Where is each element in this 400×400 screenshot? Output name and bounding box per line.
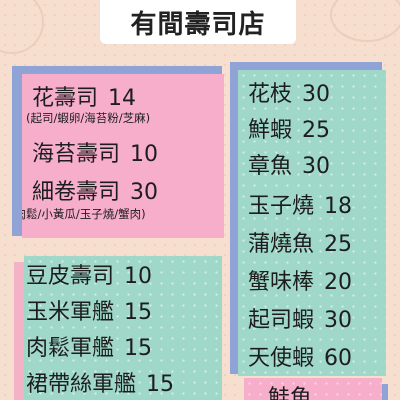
item-note: (肉鬆/小黃瓜/玉子燒/蟹肉) bbox=[22, 207, 146, 221]
decorative-circle bbox=[330, 0, 400, 42]
menu-item: 細卷壽司 30 bbox=[32, 174, 158, 206]
menu-item: 鮮蝦 25 bbox=[248, 112, 330, 144]
menu-item: 玉米軍艦 15 bbox=[26, 294, 152, 326]
menu-item: 天使蝦 60 bbox=[248, 340, 352, 372]
item-price: 15 bbox=[124, 336, 153, 361]
menu-card-c: 花枝 30 鮮蝦 25 章魚 30 玉子燒 18 蒲燒魚 25 蟹味棒 20 起司蝦 30 天… bbox=[238, 70, 386, 376]
item-price: 30 bbox=[302, 82, 331, 107]
item-name: 鮮蝦 bbox=[248, 118, 293, 143]
item-name: 起司蝦 bbox=[248, 308, 315, 333]
menu-item: 起司蝦 30 bbox=[248, 302, 352, 334]
menu-item: 玉子燒 18 bbox=[248, 188, 352, 220]
menu-item: 蒲燒魚 25 bbox=[248, 226, 352, 258]
item-price: 25 bbox=[302, 118, 331, 143]
menu-card-d: 鮭魚 bbox=[244, 378, 382, 400]
item-name: 蒲燒魚 bbox=[248, 232, 315, 257]
menu-item: 鮭魚 bbox=[268, 380, 322, 400]
menu-item: 海苔壽司 10 bbox=[32, 136, 158, 168]
item-price: 10 bbox=[130, 142, 159, 167]
item-price: 14 bbox=[108, 86, 137, 111]
menu-item: 肉鬆軍艦 15 bbox=[26, 330, 152, 362]
menu-item: 章魚 30 bbox=[248, 148, 330, 180]
item-name: 花壽司 bbox=[32, 86, 99, 111]
page-title: 有間壽司店 bbox=[130, 9, 266, 40]
item-price: 15 bbox=[146, 372, 175, 397]
item-name: 鮭魚 bbox=[268, 386, 313, 400]
menu-item: 花枝 30 bbox=[248, 76, 330, 108]
menu-item: 花壽司 14 bbox=[32, 80, 136, 112]
item-price: 30 bbox=[130, 180, 159, 205]
item-note: (起司/蝦卵/海苔粉/芝麻) bbox=[26, 111, 151, 125]
item-price: 30 bbox=[324, 308, 353, 333]
item-name: 豆皮壽司 bbox=[26, 264, 115, 289]
menu-card-b: 豆皮壽司 10 玉米軍艦 15 肉鬆軍艦 15 裙帶絲軍艦 15 bbox=[24, 256, 222, 400]
menu-item: 豆皮壽司 10 bbox=[26, 258, 152, 290]
item-name: 花枝 bbox=[248, 82, 293, 107]
item-name: 玉米軍艦 bbox=[26, 300, 115, 325]
item-price: 18 bbox=[324, 194, 353, 219]
item-name: 細卷壽司 bbox=[32, 180, 121, 205]
item-name: 裙帶絲軍艦 bbox=[26, 372, 137, 397]
item-name: 蟹味棒 bbox=[248, 270, 315, 295]
item-price: 25 bbox=[324, 232, 353, 257]
item-price: 10 bbox=[124, 264, 153, 289]
item-name: 肉鬆軍艦 bbox=[26, 336, 115, 361]
menu-item: 蟹味棒 20 bbox=[248, 264, 352, 296]
item-name: 玉子燒 bbox=[248, 194, 315, 219]
title-card: 有間壽司店 bbox=[100, 0, 296, 44]
item-name: 章魚 bbox=[248, 154, 293, 179]
menu-card-a: 花壽司 14 (起司/蝦卵/海苔粉/芝麻) 海苔壽司 10 細卷壽司 30 (肉鬆/小… bbox=[22, 74, 224, 238]
item-price: 20 bbox=[324, 270, 353, 295]
card-shadow bbox=[378, 384, 388, 400]
item-name: 海苔壽司 bbox=[32, 142, 121, 167]
item-price: 60 bbox=[324, 346, 353, 371]
menu-item: 裙帶絲軍艦 15 bbox=[26, 366, 174, 398]
item-name: 天使蝦 bbox=[248, 346, 315, 371]
item-price: 30 bbox=[302, 154, 331, 179]
item-price: 15 bbox=[124, 300, 153, 325]
